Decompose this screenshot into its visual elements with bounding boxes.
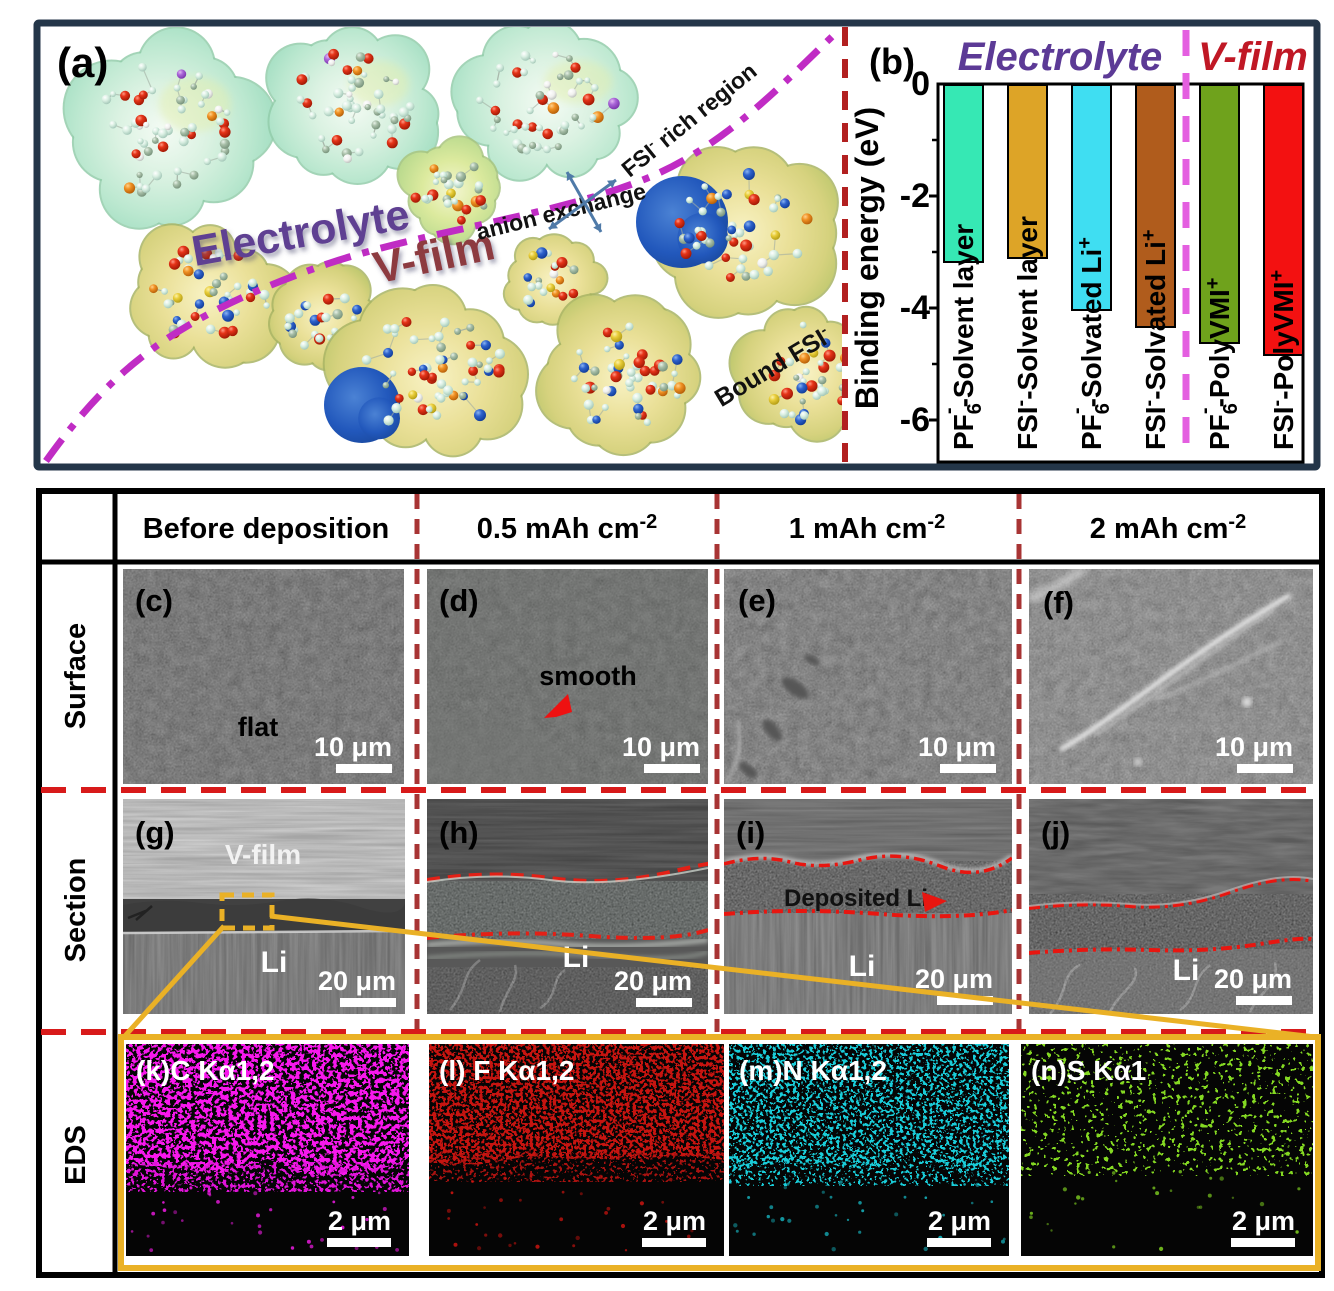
svg-text:(l) F Kα1,2: (l) F Kα1,2 [439,1055,574,1086]
svg-text:smooth: smooth [539,661,637,691]
svg-text:Surface: Surface [60,623,92,729]
svg-text:Binding energy (eV): Binding energy (eV) [849,107,885,409]
svg-text:Section: Section [60,858,92,963]
svg-text:1 mAh cm-2: 1 mAh cm-2 [789,511,945,545]
svg-text:(b): (b) [869,41,915,82]
svg-text:2 μm: 2 μm [643,1206,706,1236]
svg-text:-6: -6 [900,401,930,439]
svg-text:Before deposition: Before deposition [143,513,390,545]
svg-text:2 μm: 2 μm [328,1206,391,1236]
svg-text:V-film: V-film [225,839,301,870]
svg-text:Li: Li [1173,954,1200,987]
svg-text:(c): (c) [135,583,173,618]
svg-text:(i): (i) [736,815,765,850]
svg-text:20 μm: 20 μm [614,966,692,996]
svg-text:20 μm: 20 μm [1214,964,1292,994]
svg-text:V-film: V-film [1198,35,1308,79]
svg-text:Electrolyte: Electrolyte [958,35,1163,79]
svg-text:(h): (h) [439,815,479,850]
svg-text:2 μm: 2 μm [1232,1206,1295,1236]
svg-text:0: 0 [911,65,930,103]
svg-text:Li: Li [261,946,288,979]
svg-text:-4: -4 [900,289,930,327]
svg-text:FSI--PolyVMI+: FSI--PolyVMI+ [1266,270,1299,450]
svg-text:20 μm: 20 μm [318,966,396,996]
svg-text:Deposited Li: Deposited Li [784,885,928,912]
svg-text:(g): (g) [135,815,175,850]
svg-text:10 μm: 10 μm [918,732,996,762]
svg-text:10 μm: 10 μm [622,732,700,762]
svg-text:(f): (f) [1043,585,1074,620]
svg-text:FSI--Solvated Li+: FSI--Solvated Li+ [1138,229,1171,450]
svg-text:-2: -2 [900,177,930,215]
svg-text:0.5 mAh cm-2: 0.5 mAh cm-2 [477,511,658,545]
svg-text:flat: flat [238,712,279,742]
svg-text:(d): (d) [439,583,479,618]
svg-text:Li: Li [563,941,590,974]
svg-text:2 μm: 2 μm [928,1206,991,1236]
svg-text:FSI--Solvent layer: FSI--Solvent layer [1010,216,1043,450]
svg-text:20 μm: 20 μm [915,964,993,994]
svg-text:2 mAh cm-2: 2 mAh cm-2 [1090,511,1246,545]
svg-text:(m)N Kα1,2: (m)N Kα1,2 [739,1055,887,1086]
svg-text:Li: Li [849,950,876,983]
svg-text:(k)C Kα1,2: (k)C Kα1,2 [136,1055,275,1086]
svg-text:10 μm: 10 μm [1215,732,1293,762]
svg-text:EDS: EDS [60,1125,92,1185]
svg-text:(n)S Kα1: (n)S Kα1 [1031,1055,1146,1086]
svg-text:(a): (a) [57,39,108,86]
svg-text:10 μm: 10 μm [314,732,392,762]
svg-text:(j): (j) [1041,815,1070,850]
svg-text:(e): (e) [738,583,776,618]
